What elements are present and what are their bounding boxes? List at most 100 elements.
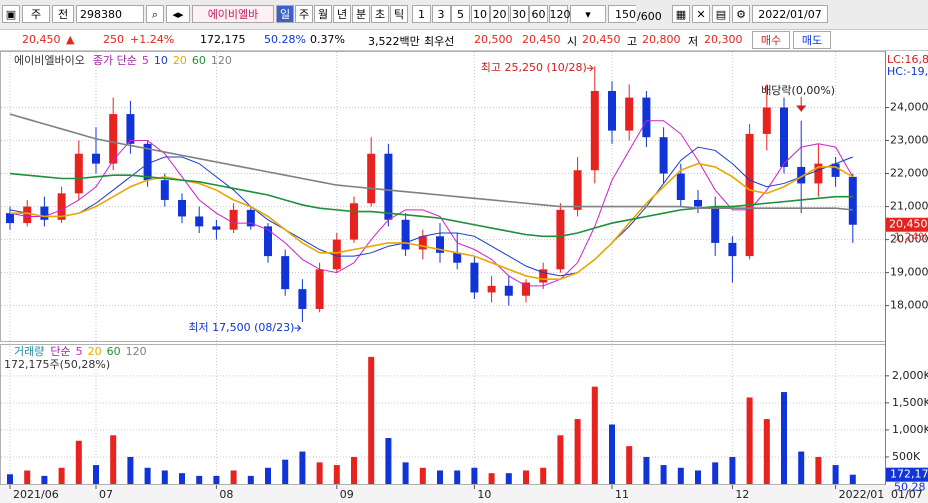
candle-body — [780, 107, 788, 167]
volume-bar — [299, 451, 306, 484]
candle-body — [470, 262, 479, 293]
candle-body — [143, 143, 152, 181]
volume-bar — [351, 456, 357, 484]
tool-button[interactable]: ▦ — [672, 5, 690, 23]
stock-name[interactable]: 에이비엘바 — [192, 5, 274, 23]
volume-bar — [41, 475, 48, 484]
candle-body — [676, 173, 685, 200]
volume-panel — [0, 344, 886, 485]
rate: +1.24% — [130, 33, 175, 46]
y-tick-label: 20,000 — [890, 233, 928, 246]
toolbar-button[interactable]: 3 — [431, 5, 451, 23]
x-tick-label: 08 — [219, 488, 233, 501]
legend-entry: 5 — [76, 345, 83, 358]
tool-button[interactable]: ✕ — [692, 5, 710, 23]
volume: 172,175 — [200, 33, 246, 46]
settings-button[interactable]: ⚙ — [732, 5, 750, 23]
toolbar-button[interactable]: 틱 — [390, 5, 408, 23]
candle-body — [332, 239, 341, 270]
open-label: 시 — [567, 35, 578, 48]
candle-body — [298, 289, 307, 309]
volume-bar — [591, 386, 598, 484]
toolbar-button[interactable]: 1 — [412, 5, 431, 23]
volume-bar — [196, 475, 203, 484]
candle-body — [797, 166, 806, 184]
toolbar-button[interactable]: 120 — [548, 5, 571, 23]
candle-body — [350, 203, 358, 240]
change: 250 — [103, 33, 124, 46]
toolbar-button[interactable]: 일 — [276, 5, 294, 23]
candle-body — [436, 236, 444, 253]
y-tick-label: 2,000K — [892, 369, 928, 382]
turnover: 0.37% — [310, 33, 345, 46]
y-tick-label: 23,000 — [890, 134, 928, 147]
search-button[interactable]: ⌕ — [146, 5, 164, 23]
candle-body — [40, 206, 49, 220]
volume-bar — [213, 475, 220, 484]
dropdown[interactable]: ▾ — [570, 5, 606, 23]
volume-bar — [488, 473, 495, 484]
toolbar-button[interactable]: 년 — [333, 5, 351, 23]
prev-button[interactable]: 전 — [52, 5, 74, 23]
volume-bar — [179, 473, 185, 484]
volume-bar — [385, 438, 392, 484]
y-tick-label: 1,500K — [892, 396, 928, 409]
last-price: 20,450 — [889, 218, 928, 231]
annotation: 최저 17,500 (08/23) — [188, 321, 294, 334]
volume-bar — [419, 467, 426, 484]
ma-line — [9, 172, 853, 238]
candle-body — [418, 236, 427, 250]
code-input[interactable]: 298380 — [76, 5, 144, 23]
candle-body — [694, 199, 702, 207]
toolbar-button[interactable]: 10 — [470, 5, 490, 23]
market-select[interactable]: 주 — [22, 5, 50, 23]
legend-name: 거래량 — [14, 345, 44, 358]
volume-bar — [815, 456, 822, 484]
toolbar-button[interactable]: 월 — [314, 5, 332, 23]
toolbar-button[interactable]: 초 — [371, 5, 389, 23]
volume-bar — [523, 470, 529, 484]
sell-button[interactable]: 매도 — [793, 31, 831, 49]
candle-body — [23, 206, 32, 224]
toolbar-button[interactable]: 5 — [451, 5, 470, 23]
toolbar-button[interactable]: 20 — [490, 5, 509, 23]
tool-button[interactable]: ▤ — [712, 5, 730, 23]
menu-button[interactable]: ▣ — [2, 5, 20, 23]
x-end-label: 01/07 — [891, 488, 923, 501]
high: 20,800 — [642, 33, 681, 46]
ma-line — [9, 120, 854, 287]
best-label: 최우선 — [424, 35, 455, 48]
toolbar-button[interactable]: 30 — [509, 5, 529, 23]
x-tick-label: 2021/06 — [13, 488, 59, 501]
date-axis — [0, 485, 928, 503]
x-tick-label: 09 — [340, 488, 354, 501]
candle-body — [74, 153, 83, 194]
volume-bar — [505, 473, 512, 484]
ma-line — [9, 113, 853, 211]
y-tick-label: 22,000 — [890, 167, 928, 180]
count-input[interactable]: 150 — [608, 5, 636, 23]
last-volume: 172,17 — [890, 468, 928, 481]
date-input[interactable]: 2022/01/07 — [752, 5, 828, 23]
legend-entry: 20 — [173, 54, 187, 67]
volume-bar — [247, 475, 254, 484]
candle-body — [401, 219, 410, 250]
arrow — [294, 324, 302, 332]
legend-entry: 120 — [126, 345, 147, 358]
last-rate: 1.24% — [894, 231, 928, 244]
legend-entry: 20 — [88, 345, 102, 358]
legend-entry: 10 — [154, 54, 168, 67]
volume-bar — [265, 467, 271, 484]
toolbar-button[interactable]: 분 — [352, 5, 370, 23]
toolbar-button[interactable]: 주 — [295, 5, 313, 23]
y-tick-label: 24,000 — [890, 100, 928, 113]
last-price-box — [886, 217, 928, 232]
legend: 에이비엘바이오 종가 단순 5 10 20 60 120 — [14, 54, 232, 67]
sound-button[interactable]: ◂▸ — [166, 5, 190, 23]
buy-button[interactable]: 매수 — [752, 31, 790, 49]
toolbar-button[interactable]: 60 — [529, 5, 548, 23]
low: 20,300 — [704, 33, 743, 46]
candle-body — [745, 133, 754, 257]
candle-body — [315, 269, 324, 309]
